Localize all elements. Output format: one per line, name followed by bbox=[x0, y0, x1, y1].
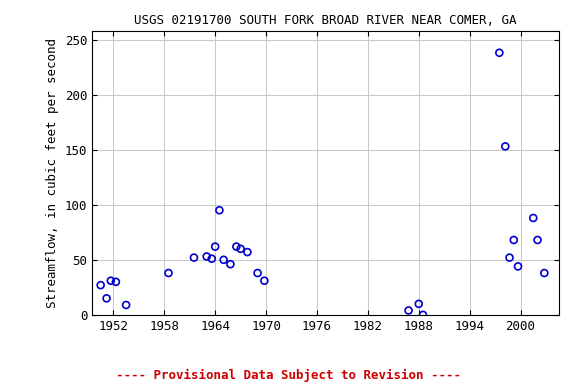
Point bbox=[96, 282, 105, 288]
Point bbox=[215, 207, 224, 214]
Point bbox=[232, 243, 241, 250]
Point bbox=[106, 278, 115, 284]
Point bbox=[418, 312, 427, 318]
Point bbox=[414, 301, 423, 307]
Point bbox=[501, 143, 510, 149]
Point bbox=[122, 302, 131, 308]
Point bbox=[513, 263, 522, 270]
Point bbox=[102, 295, 111, 301]
Point bbox=[219, 257, 228, 263]
Point bbox=[495, 50, 504, 56]
Point bbox=[190, 255, 199, 261]
Point bbox=[243, 249, 252, 255]
Point bbox=[164, 270, 173, 276]
Point bbox=[202, 253, 211, 260]
Text: ---- Provisional Data Subject to Revision ----: ---- Provisional Data Subject to Revisio… bbox=[116, 369, 460, 382]
Point bbox=[404, 308, 413, 314]
Title: USGS 02191700 SOUTH FORK BROAD RIVER NEAR COMER, GA: USGS 02191700 SOUTH FORK BROAD RIVER NEA… bbox=[134, 14, 517, 27]
Point bbox=[236, 246, 245, 252]
Point bbox=[211, 243, 220, 250]
Point bbox=[253, 270, 262, 276]
Point bbox=[509, 237, 518, 243]
Point bbox=[529, 215, 538, 221]
Point bbox=[111, 279, 120, 285]
Point bbox=[260, 278, 269, 284]
Point bbox=[533, 237, 542, 243]
Point bbox=[540, 270, 549, 276]
Point bbox=[226, 261, 235, 267]
Point bbox=[207, 256, 217, 262]
Y-axis label: Streamflow, in cubic feet per second: Streamflow, in cubic feet per second bbox=[46, 38, 59, 308]
Point bbox=[505, 255, 514, 261]
